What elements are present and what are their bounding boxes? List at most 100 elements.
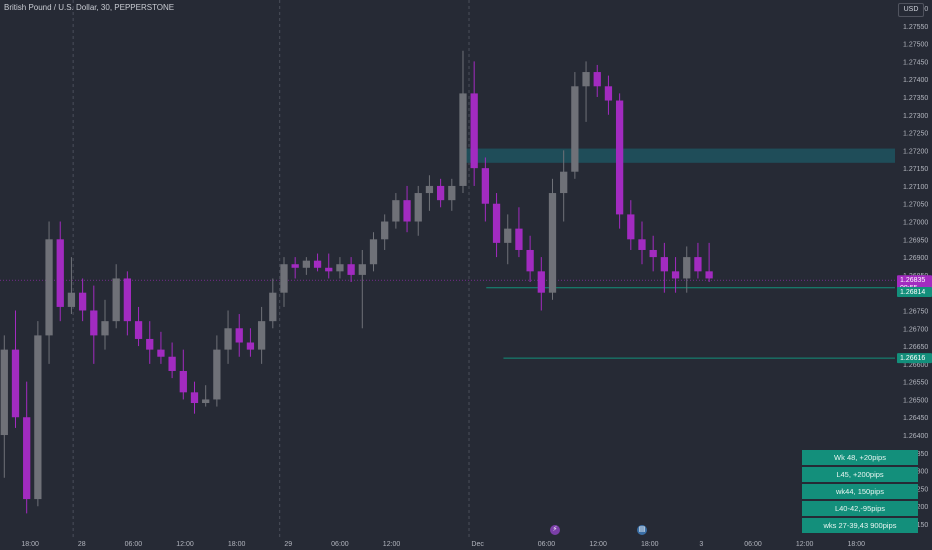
candle-body[interactable] bbox=[593, 72, 601, 87]
candle-body[interactable] bbox=[291, 264, 299, 268]
note-item: wk44, 150pips bbox=[802, 484, 918, 499]
candle-body[interactable] bbox=[560, 171, 568, 194]
candle-body[interactable] bbox=[257, 321, 266, 350]
candle-body[interactable] bbox=[683, 257, 691, 279]
candle-body[interactable] bbox=[459, 93, 467, 186]
candle-body[interactable] bbox=[112, 278, 120, 322]
price-tick-label: 1.26400 bbox=[903, 433, 928, 440]
candle-body[interactable] bbox=[90, 310, 98, 336]
candle-body[interactable] bbox=[34, 335, 42, 500]
candle-body[interactable] bbox=[515, 228, 523, 250]
candle-body[interactable] bbox=[157, 349, 165, 357]
candle-body[interactable] bbox=[381, 221, 389, 240]
support-price-label-bg bbox=[897, 353, 932, 364]
candle-body[interactable] bbox=[571, 86, 579, 172]
candle-body[interactable] bbox=[134, 321, 143, 339]
price-tick-label: 1.26600 bbox=[903, 362, 928, 369]
time-tick-label: Dec bbox=[471, 541, 484, 548]
time-tick-label: 12:00 bbox=[589, 541, 607, 548]
candle-body[interactable] bbox=[582, 72, 590, 87]
price-tick-label: 1.27550 bbox=[903, 24, 928, 31]
currency-button[interactable]: USD bbox=[898, 3, 924, 17]
candle-body[interactable] bbox=[660, 257, 669, 272]
candle-body[interactable] bbox=[358, 264, 366, 275]
candle-body[interactable] bbox=[425, 185, 434, 194]
candle-body[interactable] bbox=[190, 392, 199, 404]
candle-body[interactable] bbox=[537, 271, 545, 293]
candle-body[interactable] bbox=[694, 257, 702, 272]
candle-body[interactable] bbox=[213, 349, 221, 400]
candle-body[interactable] bbox=[168, 356, 176, 371]
candle-body[interactable] bbox=[224, 328, 232, 350]
candle-body[interactable] bbox=[436, 185, 445, 201]
price-tick-label: 1.27100 bbox=[903, 184, 928, 191]
candle-body[interactable] bbox=[325, 267, 333, 272]
candle-body[interactable] bbox=[504, 228, 512, 243]
candle-body[interactable] bbox=[78, 292, 87, 311]
candle-body[interactable] bbox=[11, 349, 20, 418]
candle-body[interactable] bbox=[492, 203, 501, 243]
candle-body[interactable] bbox=[101, 321, 109, 336]
price-tick-label: 1.27450 bbox=[903, 59, 928, 66]
time-axis: 18:00 28 06:00 12:00 18:00 29 06:00 12:00 Dec 06:… bbox=[21, 541, 865, 548]
candle-body[interactable] bbox=[280, 264, 288, 293]
candle-body[interactable] bbox=[414, 193, 422, 222]
candle-body[interactable] bbox=[448, 185, 456, 201]
day-separators bbox=[72, 0, 470, 540]
time-tick-label: 12:00 bbox=[176, 541, 194, 548]
time-tick-label: 18:00 bbox=[848, 541, 866, 548]
note-item: L40-42,-95pips bbox=[802, 501, 918, 516]
calendar-icon[interactable]: ▤ bbox=[637, 525, 647, 535]
current-price-label: 1.26835 bbox=[900, 277, 925, 284]
candle-body[interactable] bbox=[246, 342, 255, 350]
price-tick-label: 1.26750 bbox=[903, 308, 928, 315]
candle-body[interactable] bbox=[313, 260, 322, 268]
candle-body[interactable] bbox=[269, 292, 277, 322]
support-price-label: 1.26814 bbox=[900, 289, 925, 296]
price-tick-label: 1.26950 bbox=[903, 237, 928, 244]
lightning-icon[interactable]: ⚡ bbox=[550, 525, 560, 535]
candle-body[interactable] bbox=[235, 328, 243, 343]
candle-body[interactable] bbox=[526, 249, 534, 272]
candle-body[interactable] bbox=[23, 417, 31, 500]
candle-body[interactable] bbox=[56, 239, 64, 307]
candle-body[interactable] bbox=[146, 338, 154, 350]
candle-body[interactable] bbox=[671, 271, 680, 279]
candle-body[interactable] bbox=[705, 271, 713, 279]
candle-body[interactable] bbox=[548, 193, 557, 293]
candle-body[interactable] bbox=[392, 200, 400, 222]
price-tick-label: 1.27000 bbox=[903, 220, 928, 227]
time-tick-label: 18:00 bbox=[641, 541, 659, 548]
price-tick-label: 1.26900 bbox=[903, 255, 928, 262]
candle-body[interactable] bbox=[638, 239, 646, 250]
candle-body[interactable] bbox=[604, 86, 613, 101]
candle-body[interactable] bbox=[302, 260, 311, 268]
candle-body[interactable] bbox=[179, 370, 187, 393]
candle-body[interactable] bbox=[470, 93, 478, 169]
time-tick-label: 06:00 bbox=[538, 541, 556, 548]
candle-body[interactable] bbox=[347, 264, 355, 275]
candle-body[interactable] bbox=[403, 200, 411, 222]
candle-body[interactable] bbox=[369, 239, 378, 265]
note-item: L45, +200pips bbox=[802, 467, 918, 482]
resistance-zone[interactable] bbox=[460, 148, 895, 163]
time-tick-label: 28 bbox=[78, 541, 86, 548]
note-item: Wk 48, +20pips bbox=[802, 450, 918, 465]
candle-body[interactable] bbox=[336, 264, 344, 272]
candle-body[interactable] bbox=[615, 100, 624, 215]
time-tick-label: 06:00 bbox=[744, 541, 762, 548]
support-price-label: 1.26616 bbox=[900, 355, 925, 362]
time-tick-label: 12:00 bbox=[796, 541, 814, 548]
price-tick-label: 1.26700 bbox=[903, 326, 928, 333]
candle-body[interactable] bbox=[202, 399, 210, 404]
candle-body[interactable] bbox=[67, 292, 76, 307]
candle-body[interactable] bbox=[123, 278, 132, 322]
candle-body[interactable] bbox=[649, 249, 657, 258]
candle-body[interactable] bbox=[627, 214, 635, 240]
candle-body[interactable] bbox=[0, 349, 8, 436]
candle-body[interactable] bbox=[481, 168, 490, 204]
notes-panel: Wk 48, +20pips L45, +200pips wk44, 150pi… bbox=[802, 450, 918, 535]
candle-body[interactable] bbox=[45, 239, 53, 336]
